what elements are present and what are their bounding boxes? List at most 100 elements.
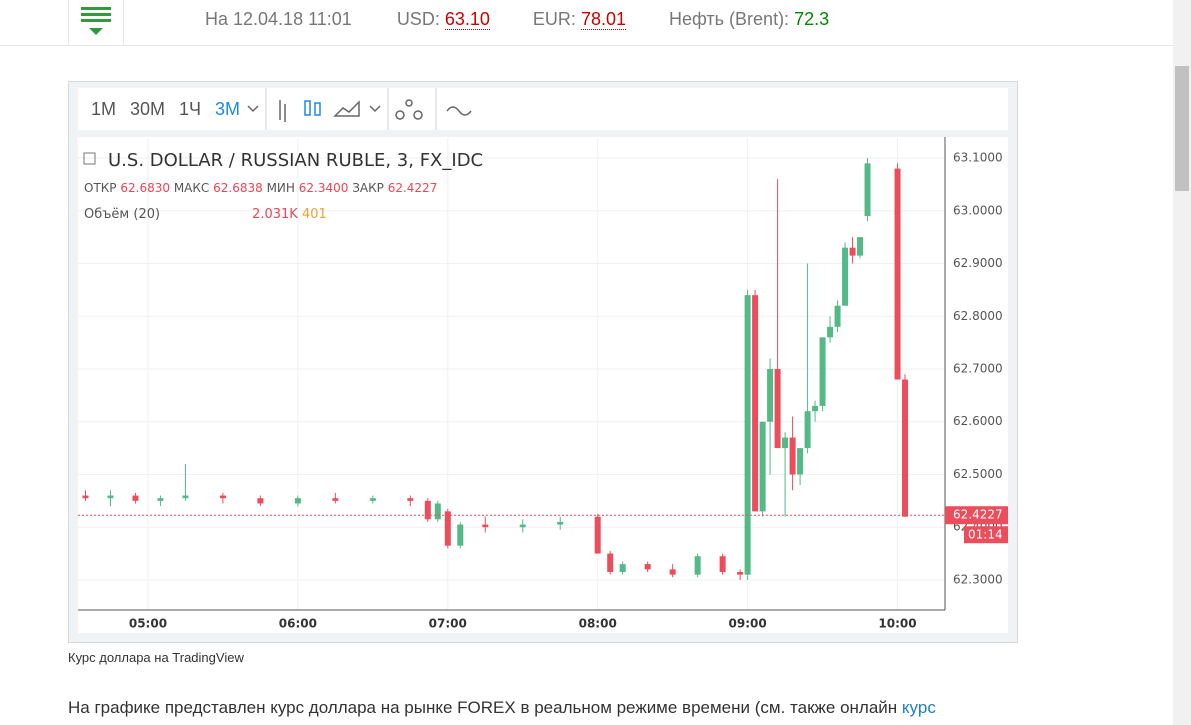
candle-body <box>457 524 464 546</box>
y-tick-label: 62.6000 <box>953 414 1003 428</box>
last-price-box <box>945 506 1008 525</box>
paragraph-text: На графике представлен курс доллара на р… <box>68 698 898 717</box>
candle-body <box>694 556 701 575</box>
candle-body <box>369 498 376 501</box>
candle-body <box>332 498 339 501</box>
rates: На 12.04.18 11:01 USD: 63.10 EUR: 78.01 … <box>205 9 829 30</box>
candle-body <box>182 495 189 499</box>
last-price-label: 62.4227 <box>953 508 1003 522</box>
close-value: 62.4227 <box>388 181 438 195</box>
usd-rate[interactable]: 63.10 <box>444 9 490 30</box>
candle-body <box>797 448 804 475</box>
candle-body <box>434 503 441 520</box>
x-tick-label: 09:00 <box>729 617 767 631</box>
x-tick-label: 07:00 <box>429 617 467 631</box>
chart-bg <box>78 137 1008 633</box>
candle-body <box>902 379 909 517</box>
interval[interactable]: 3М <box>215 98 241 119</box>
scrollbar[interactable] <box>1173 0 1191 725</box>
candle-body <box>827 326 834 338</box>
x-tick-label: 05:00 <box>129 617 167 631</box>
candle-body <box>789 437 796 475</box>
countdown: 01:14 <box>968 528 1003 542</box>
y-tick-label: 62.9000 <box>953 256 1003 270</box>
candle-body <box>407 498 414 501</box>
candle-body <box>424 500 431 520</box>
candle-body <box>782 437 789 449</box>
candle-body <box>82 495 89 499</box>
y-tick-label: 62.3000 <box>953 572 1003 586</box>
link[interactable]: курс <box>901 698 936 717</box>
oil-rate: 72.3 <box>794 9 830 29</box>
toolbar-icons <box>247 88 472 130</box>
candle-body <box>132 495 139 501</box>
close-label: ЗАКР <box>352 181 384 195</box>
y-tick-label: 62.8000 <box>953 309 1003 323</box>
low-label: МИН <box>267 181 295 195</box>
candle-body <box>557 521 564 525</box>
candle-body <box>644 564 651 570</box>
menu-button[interactable] <box>68 0 124 46</box>
candle-body <box>107 495 114 499</box>
countdown-box <box>964 526 1008 544</box>
candle-body <box>444 511 451 546</box>
open-label: ОТКР <box>84 181 117 195</box>
candle-body <box>719 556 726 573</box>
ohlc: ОТКР 62.6830 МАКС 62.6838 МИН 62.3400 ЗА… <box>84 181 437 195</box>
candle-body <box>759 421 766 512</box>
symbol-title: U.S. DOLLAR / RUSSIAN RUBLE, 3, FX_IDC <box>108 150 483 171</box>
candle-body <box>294 498 301 504</box>
toolbar: 1М 30М 1Ч 3М <box>78 88 1008 130</box>
candle-body <box>752 295 759 512</box>
interval[interactable]: 30М <box>130 98 166 119</box>
candle-body <box>157 498 164 501</box>
candle-body <box>519 524 526 528</box>
low-value: 62.3400 <box>299 181 349 195</box>
usd-label: USD: <box>396 9 440 29</box>
volume-ma: 401 <box>302 207 327 222</box>
chart: 62.300062.400062.500062.600062.700062.80… <box>78 137 1008 633</box>
y-tick-label: 62.7000 <box>953 361 1003 375</box>
collapse-icon[interactable] <box>83 152 96 165</box>
candle-body <box>594 516 601 554</box>
candle-body <box>619 564 626 573</box>
candle-body <box>842 247 849 306</box>
candle-body <box>744 295 751 575</box>
candle-body <box>834 305 841 327</box>
candle-body <box>849 247 856 256</box>
candle-body <box>257 498 264 504</box>
top-bar: На 12.04.18 11:01 USD: 63.10 EUR: 78.01 … <box>0 0 1173 46</box>
open-value: 62.6830 <box>120 181 170 195</box>
volume-label: Объём (20) <box>84 207 160 222</box>
candle-body <box>219 495 226 499</box>
high-value: 62.6838 <box>213 181 263 195</box>
high-label: МАКС <box>174 181 209 195</box>
y-tick-label: 63.0000 <box>953 203 1003 217</box>
candle-body <box>482 524 489 528</box>
y-tick-label: 63.1000 <box>953 151 1003 165</box>
candle-body <box>607 553 614 573</box>
candle-body <box>819 337 826 406</box>
candle-body <box>767 368 774 422</box>
date: На 12.04.18 11:01 <box>205 9 352 29</box>
candle-body <box>737 572 744 575</box>
eur-label: EUR: <box>532 9 576 29</box>
volume-legend: Объём (20) 2.031K 401 <box>84 207 327 222</box>
paragraph: На графике представлен курс доллара на р… <box>68 698 936 718</box>
candle-body <box>857 237 864 256</box>
candle-body <box>669 569 676 575</box>
candle-body <box>812 405 819 412</box>
oil-label: Нефть (Brent): <box>669 9 790 29</box>
x-tick-label: 08:00 <box>579 617 617 631</box>
caption: Курс доллара на TradingView <box>68 650 244 665</box>
candle-body <box>894 168 901 380</box>
menu-icon <box>81 7 111 35</box>
candle-body <box>774 368 781 449</box>
x-tick-label: 06:00 <box>279 617 317 631</box>
x-tick-label: 10:00 <box>878 617 916 631</box>
y-tick-label: 62.5000 <box>953 467 1003 481</box>
eur-rate[interactable]: 78.01 <box>580 9 626 30</box>
interval[interactable]: 1Ч <box>179 98 202 119</box>
interval[interactable]: 1М <box>91 98 117 119</box>
